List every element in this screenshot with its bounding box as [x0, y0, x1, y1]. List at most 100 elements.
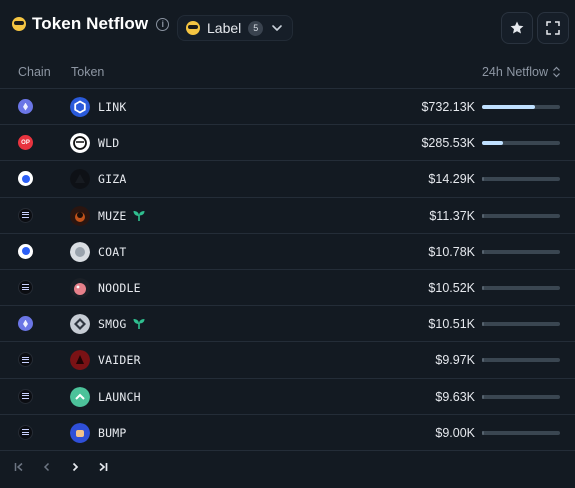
star-icon — [510, 21, 524, 34]
smart-money-icon — [12, 17, 26, 31]
chevron-left-icon — [43, 462, 50, 472]
token-symbol[interactable]: COAT — [98, 244, 127, 259]
netflow-bar-fill — [482, 394, 484, 399]
chainlink-hexagon-icon — [70, 97, 90, 117]
netflow-value: $9.97K — [435, 353, 475, 368]
base-chain-icon — [18, 171, 33, 187]
token-table-body: LINK $732.13K OP WLD $285.53K GIZA $14.29K MUZE… — [0, 89, 575, 451]
netflow-bar-fill — [482, 177, 484, 182]
token-symbol[interactable]: GIZA — [98, 172, 127, 187]
table-row[interactable]: LAUNCH $9.63K — [0, 379, 575, 415]
worldcoin-icon — [70, 133, 90, 154]
noodle-icon — [70, 277, 90, 298]
token-symbol[interactable]: LAUNCH — [98, 389, 141, 404]
solana-chain-icon — [18, 388, 33, 404]
expand-icon — [546, 21, 560, 35]
netflow-value: $9.00K — [435, 425, 475, 440]
bump-icon — [70, 422, 90, 443]
launch-icon — [70, 386, 90, 407]
column-header-token: Token — [71, 65, 105, 79]
token-symbol[interactable]: WLD — [98, 136, 120, 151]
table-row[interactable]: COAT $10.78K — [0, 234, 575, 270]
base-chain-icon — [18, 243, 33, 259]
chevron-right-icon — [72, 462, 79, 472]
next-page-button[interactable] — [68, 460, 82, 474]
netflow-bar-fill — [482, 141, 504, 146]
netflow-bar-fill — [482, 358, 484, 363]
sprout-icon — [132, 316, 146, 330]
netflow-bar-track — [482, 394, 560, 399]
netflow-bar-track — [482, 249, 560, 254]
table-row[interactable]: MUZE $11.37K — [0, 198, 575, 234]
token-symbol[interactable]: BUMP — [98, 425, 127, 440]
netflow-value: $10.52K — [428, 280, 475, 295]
sort-icon — [553, 66, 560, 78]
previous-page-button[interactable] — [40, 460, 54, 474]
netflow-header-label: 24h Netflow — [481, 65, 548, 79]
token-symbol[interactable]: VAIDER — [98, 353, 141, 368]
table-row[interactable]: OP WLD $285.53K — [0, 125, 575, 162]
optimism-chain-icon: OP — [18, 135, 33, 151]
netflow-value: $9.63K — [435, 389, 475, 404]
table-row[interactable]: VAIDER $9.97K — [0, 342, 575, 379]
column-header-netflow[interactable]: 24h Netflow — [482, 65, 561, 79]
column-header-chain: Chain — [18, 65, 51, 79]
netflow-bar-track — [482, 285, 560, 290]
giza-icon — [70, 169, 90, 190]
solana-chain-icon — [18, 352, 33, 368]
netflow-value: $11.37K — [429, 208, 475, 223]
muze-icon — [70, 205, 90, 226]
token-symbol[interactable]: NOODLE — [98, 280, 141, 295]
first-page-icon — [14, 462, 23, 472]
netflow-bar-fill — [482, 430, 484, 435]
table-row[interactable]: SMOG $10.51K — [0, 306, 575, 343]
last-page-icon — [99, 462, 108, 472]
netflow-bar-fill — [482, 322, 484, 327]
netflow-bar-track — [482, 141, 560, 146]
table-row[interactable]: LINK $732.13K — [0, 89, 575, 126]
netflow-bar-track — [482, 322, 560, 327]
netflow-bar-fill — [482, 285, 484, 290]
title-wrap: Token Netflow i — [12, 14, 170, 34]
netflow-value: $10.78K — [428, 244, 475, 259]
first-page-button[interactable] — [12, 460, 26, 474]
coat-icon — [70, 241, 90, 262]
label-filter-button[interactable]: Label 5 — [177, 15, 294, 41]
label-filter-text: Label — [207, 20, 242, 36]
table-row[interactable]: NOODLE $10.52K — [0, 270, 575, 307]
netflow-bar-track — [482, 358, 560, 363]
netflow-value: $14.29K — [428, 172, 475, 187]
netflow-bar-fill — [482, 249, 484, 254]
netflow-value: $732.13K — [421, 100, 475, 114]
label-count-badge: 5 — [248, 20, 264, 36]
netflow-value: $285.53K — [421, 136, 475, 151]
table-row[interactable]: GIZA $14.29K — [0, 161, 575, 198]
favorite-button[interactable] — [501, 12, 533, 44]
panel-title: Token Netflow — [32, 14, 149, 33]
netflow-bar-fill — [482, 105, 536, 109]
netflow-value: $10.51K — [428, 317, 475, 332]
smart-money-label-icon — [186, 21, 200, 35]
table-row[interactable]: BUMP $9.00K — [0, 415, 575, 451]
netflow-bar-fill — [482, 213, 484, 218]
panel-header: Token Netflow i Label 5 — [0, 0, 575, 56]
netflow-bar-track — [482, 177, 560, 182]
ethereum-chain-icon — [18, 99, 33, 114]
solana-chain-icon — [18, 207, 33, 223]
solana-chain-icon — [18, 279, 33, 295]
chevron-down-icon — [272, 25, 283, 31]
netflow-bar-track — [482, 213, 560, 218]
fullscreen-button[interactable] — [537, 12, 569, 44]
token-symbol[interactable]: SMOG — [98, 317, 127, 332]
info-icon[interactable]: i — [156, 17, 170, 31]
token-symbol[interactable]: MUZE — [98, 208, 127, 223]
pagination — [12, 460, 110, 474]
last-page-button[interactable] — [96, 460, 110, 474]
smog-icon — [70, 314, 90, 335]
token-symbol[interactable]: LINK — [98, 100, 127, 114]
netflow-bar-track — [482, 430, 560, 435]
solana-chain-icon — [18, 424, 33, 440]
ethereum-chain-icon — [18, 316, 33, 332]
table-header: Chain Token 24h Netflow — [0, 56, 575, 89]
